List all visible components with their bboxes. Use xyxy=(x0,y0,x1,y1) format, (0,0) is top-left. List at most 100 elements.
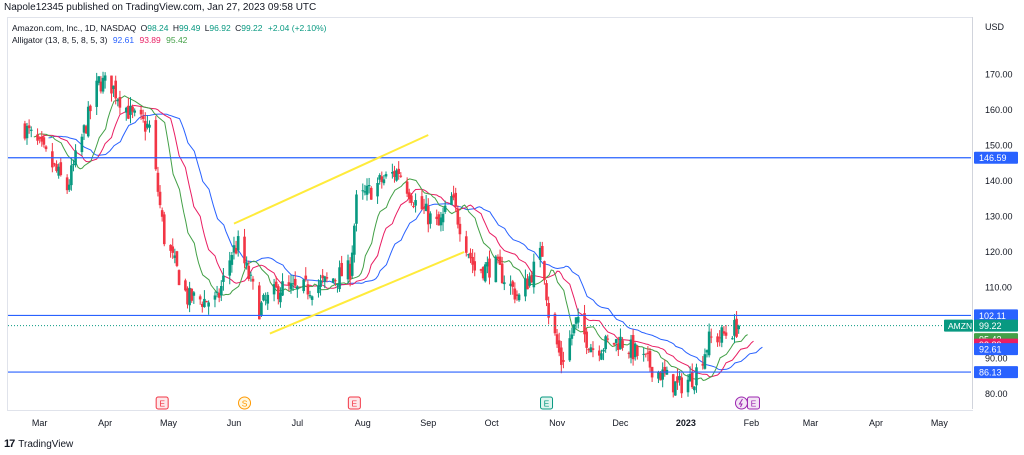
open-label: O xyxy=(140,23,148,33)
candle-body xyxy=(219,286,223,296)
candle-body xyxy=(439,217,443,226)
high-value: 99.49 xyxy=(179,23,201,33)
plot-area[interactable] xyxy=(7,17,973,411)
candle-body xyxy=(353,225,356,255)
candle-body xyxy=(262,294,265,301)
candle-body xyxy=(452,194,455,198)
candle-body xyxy=(690,372,694,388)
x-tick-label: Apr xyxy=(98,418,112,428)
candle-body xyxy=(570,334,574,339)
candle-body xyxy=(693,386,696,391)
candle-body xyxy=(410,195,413,203)
candle-body xyxy=(509,283,512,286)
y-tick-label: 150.00 xyxy=(985,141,1013,151)
candle-body xyxy=(53,163,56,165)
x-tick-label: Dec xyxy=(612,418,629,428)
candle-body xyxy=(646,352,650,354)
alligator-jaw-line xyxy=(48,113,763,371)
candle-body xyxy=(671,374,675,393)
symbol-label: Amazon.com, Inc., 1D, NASDAQ xyxy=(12,23,137,33)
candle-body xyxy=(498,256,502,265)
price-label-box xyxy=(974,366,1018,379)
candle-body xyxy=(42,137,46,145)
candle-body xyxy=(414,200,417,206)
channel-lower-line xyxy=(269,251,465,335)
candle-body xyxy=(705,350,709,353)
dividend-flash-icon xyxy=(734,396,748,410)
candle-body xyxy=(350,252,354,276)
candle-body xyxy=(718,337,721,339)
candle-body xyxy=(321,275,324,279)
candle-body xyxy=(272,284,276,295)
ticker-label-box xyxy=(944,319,973,332)
candle-body xyxy=(716,336,719,343)
candle-body xyxy=(154,120,158,170)
y-tick-label: 110.00 xyxy=(985,282,1012,292)
jaw-value: 92.61 xyxy=(112,35,135,45)
candle-body xyxy=(695,367,698,386)
candle-body xyxy=(737,325,740,330)
candle-body xyxy=(215,291,219,293)
candle-body xyxy=(36,134,39,141)
candle-body xyxy=(513,288,517,300)
x-tick-label: May xyxy=(931,418,949,428)
candle-body xyxy=(709,336,713,338)
price-scale[interactable] xyxy=(972,17,1024,409)
candle-body xyxy=(528,276,531,286)
indicator-label[interactable]: Alligator (13, 8, 5, 8, 5, 3) xyxy=(12,35,108,45)
candle-body xyxy=(680,377,683,394)
candle-body xyxy=(97,76,101,84)
candle-body xyxy=(391,172,394,174)
candle-body xyxy=(319,280,322,287)
candle-body xyxy=(171,246,175,253)
candle-body xyxy=(348,263,352,280)
candle-body xyxy=(688,373,692,382)
candle-body xyxy=(277,286,280,300)
candle-body xyxy=(55,164,58,171)
candle-body xyxy=(524,278,527,297)
tradingview-brand[interactable]: TradingView xyxy=(18,438,74,450)
candle-body xyxy=(469,252,472,259)
candle-body xyxy=(678,375,681,381)
candle-body xyxy=(70,165,73,186)
event-label: S xyxy=(242,399,248,409)
candle-body xyxy=(617,343,620,350)
candle-body xyxy=(426,205,430,225)
candle-body xyxy=(629,339,633,358)
candle-body xyxy=(99,81,103,92)
candle-body xyxy=(129,105,132,115)
candle-body xyxy=(399,175,403,177)
alligator-lips-line xyxy=(33,95,748,381)
candle-body xyxy=(560,347,563,365)
candle-body xyxy=(148,124,151,128)
low-value: 96.92 xyxy=(209,23,231,33)
candle-body xyxy=(308,295,312,297)
candle-body xyxy=(540,246,544,257)
candle-body xyxy=(338,267,341,290)
candle-body xyxy=(526,278,529,290)
candle-body xyxy=(363,191,367,193)
x-tick-label: Apr xyxy=(869,418,883,428)
candle-body xyxy=(40,136,44,142)
candle-body xyxy=(735,318,738,337)
candle-body xyxy=(243,236,246,264)
candle-body xyxy=(114,80,118,99)
x-tick-label: Mar xyxy=(803,418,819,428)
candle-body xyxy=(139,109,143,115)
event-label: E xyxy=(751,399,757,409)
candle-body xyxy=(724,332,728,336)
price-label-text: 92.61 xyxy=(979,345,1002,355)
candle-body xyxy=(562,360,565,362)
candle-body xyxy=(245,262,248,266)
candle-body xyxy=(293,278,297,286)
candle-body xyxy=(146,123,149,128)
candle-body xyxy=(346,260,350,280)
x-tick-label: 2023 xyxy=(676,418,696,428)
y-tick-label: 120.00 xyxy=(985,247,1013,257)
candle-body xyxy=(89,105,92,112)
candle-body xyxy=(733,319,736,336)
y-tick-label: 130.00 xyxy=(985,212,1013,222)
candle-body xyxy=(340,262,343,277)
price-label-text: 146.59 xyxy=(979,153,1007,163)
event-label: E xyxy=(352,399,358,409)
